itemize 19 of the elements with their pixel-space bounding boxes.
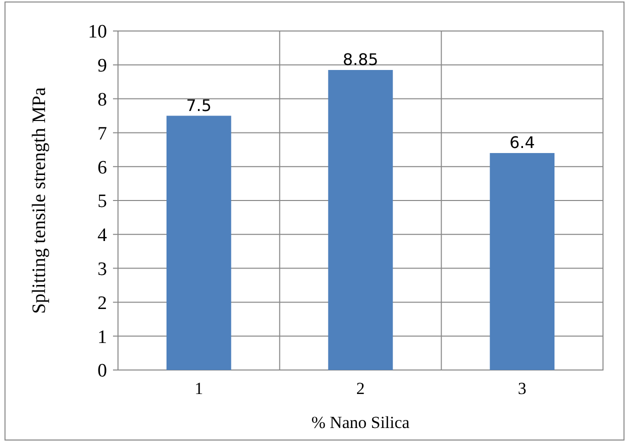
y-tick-label: 8 bbox=[98, 89, 107, 110]
y-tick-label: 2 bbox=[98, 292, 107, 314]
x-tick-label: 1 bbox=[194, 379, 204, 398]
y-tick-label: 0 bbox=[98, 360, 107, 382]
y-tick-label: 4 bbox=[98, 225, 108, 246]
y-tick-label: 1 bbox=[98, 326, 107, 348]
data-label: 7.5 bbox=[186, 96, 212, 115]
y-axis-title: Splitting tensile strength MPa bbox=[29, 86, 50, 314]
x-axis-title: % Nano Silica bbox=[311, 413, 410, 432]
x-tick-label: 2 bbox=[356, 379, 365, 398]
x-tick-label: 3 bbox=[518, 379, 526, 398]
y-tick-label: 6 bbox=[98, 157, 107, 178]
y-tick-label: 9 bbox=[98, 56, 107, 77]
y-tick-label: 5 bbox=[98, 191, 107, 212]
y-tick-label: 3 bbox=[98, 258, 107, 280]
data-label: 8.85 bbox=[342, 50, 378, 69]
data-label: 6.4 bbox=[509, 133, 535, 152]
y-tick-label: 10 bbox=[88, 22, 107, 43]
y-tick-label: 7 bbox=[98, 123, 107, 144]
